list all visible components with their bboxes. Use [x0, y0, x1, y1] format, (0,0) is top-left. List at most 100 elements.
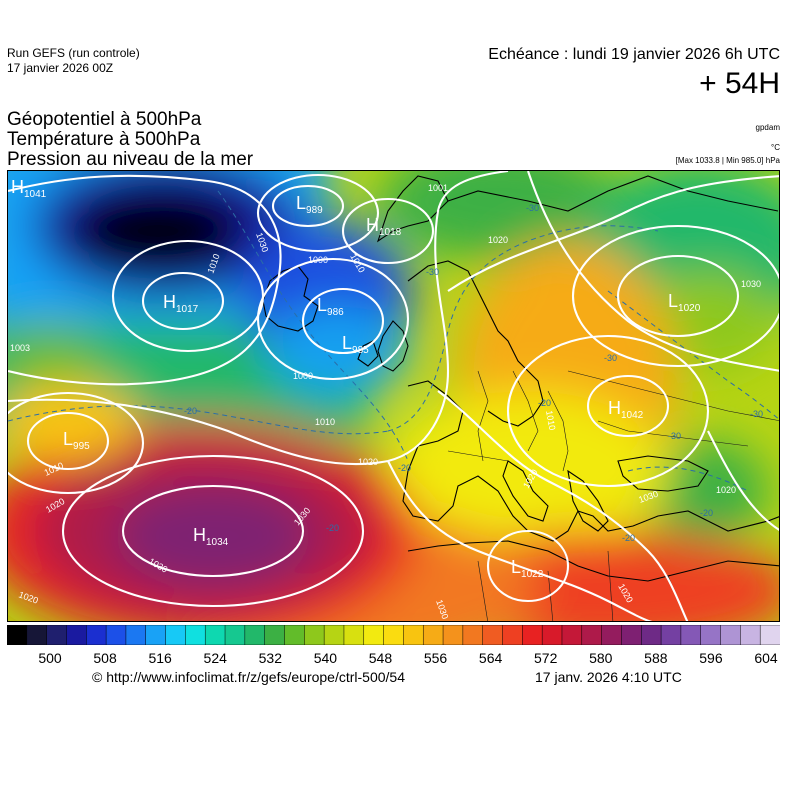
- color-scale-tick-label: 540: [313, 650, 338, 666]
- isotherm-label: -30: [426, 267, 439, 277]
- color-scale-tick-label: 556: [423, 650, 448, 666]
- coastlines: [262, 175, 779, 582]
- pressure-centers: H1041 L989 H1018 H1017 L986 L985 L1020 H…: [11, 177, 701, 580]
- color-scale-swatch: [601, 624, 623, 646]
- color-scale-swatch: [502, 624, 524, 646]
- color-scale-swatch: [561, 624, 583, 646]
- color-scale-swatch: [759, 624, 781, 646]
- svg-text:L1022: L1022: [511, 557, 544, 580]
- pressure-center-value: 1020: [678, 303, 701, 314]
- pressure-center-type: H: [193, 525, 206, 545]
- color-scale-tick-label: 580: [589, 650, 613, 666]
- pressure-center-value: 1041: [24, 189, 47, 200]
- run-label: Run GEFS (run controle): [7, 46, 140, 60]
- color-scale-swatch: [125, 624, 147, 646]
- svg-text:H1041: H1041: [11, 177, 47, 200]
- pressure-center-type: H: [366, 215, 379, 235]
- color-scale-tick-label: 516: [148, 650, 172, 666]
- isobar-label: 1020: [716, 485, 736, 495]
- pressure-center-type: H: [608, 398, 621, 418]
- isobar-label: 1020: [358, 457, 378, 467]
- weather-map[interactable]: H1041 L989 H1018 H1017 L986 L985 L1020 H…: [7, 170, 780, 622]
- color-scale-tick-label: 500: [38, 650, 62, 666]
- color-scale-swatch: [323, 624, 345, 646]
- black-sea-coast: [617, 455, 709, 492]
- isotherm-label: -20: [622, 533, 635, 543]
- color-scale-swatch: [224, 624, 246, 646]
- pressure-center-value: 1018: [379, 227, 402, 238]
- isotherm-label: -30: [604, 353, 617, 363]
- color-scale-tick-label: 532: [258, 650, 282, 666]
- color-scale-swatch: [541, 624, 563, 646]
- color-scale-swatch: [363, 624, 385, 646]
- color-scale-swatch: [165, 624, 187, 646]
- isotherm-label: -20: [538, 398, 551, 408]
- pressure-center-type: L: [342, 333, 352, 353]
- field-temperature-label: Température à 500hPa: [7, 129, 201, 150]
- norway-coast-north: [376, 175, 449, 243]
- isotherm-label: -20: [184, 406, 197, 416]
- isotherm-label: -30: [526, 203, 539, 213]
- geopotential-field: [8, 171, 779, 621]
- svg-text:H1017: H1017: [163, 292, 199, 315]
- unit-gpdam: gpdam: [755, 123, 780, 132]
- color-scale-swatch: [462, 624, 484, 646]
- color-scale-swatch: [482, 624, 504, 646]
- color-scale-swatch: [442, 624, 464, 646]
- color-scale-svg: [6, 624, 781, 646]
- pressure-center-value: 995: [73, 441, 90, 452]
- pressure-center-type: L: [317, 295, 327, 315]
- isotherm-labels: -30 -30 -20 -20 -30 -30 -20 -30 -20 -20 …: [184, 203, 763, 543]
- color-scale-swatch: [66, 624, 88, 646]
- color-scale-swatch: [740, 624, 761, 646]
- pressure-center-type: H: [11, 177, 24, 197]
- isobar-label: 1000: [308, 255, 328, 265]
- pressure-center-value: 1042: [621, 410, 644, 421]
- color-scale-swatch: [46, 624, 68, 646]
- unit-celsius: °C: [771, 143, 780, 152]
- isotherm-label: -30: [750, 409, 763, 419]
- color-scale-tick-label: 604: [754, 650, 778, 666]
- color-scale-bar: [6, 624, 781, 646]
- color-scale-swatch: [422, 624, 444, 646]
- scandinavia-coast: [407, 260, 544, 427]
- pressure-center-value: 1017: [176, 304, 199, 315]
- isobars: [8, 171, 779, 621]
- color-scale-swatch: [680, 624, 702, 646]
- pressure-center-value: 989: [306, 205, 323, 216]
- svg-text:L995: L995: [63, 429, 90, 452]
- color-scale-tick-label: 524: [203, 650, 227, 666]
- pressure-center-type: L: [511, 557, 521, 577]
- mainland-europe-coast: [402, 380, 779, 542]
- color-scale-swatch: [641, 624, 662, 646]
- isobar-label: 1003: [10, 343, 30, 353]
- svg-text:H1042: H1042: [608, 398, 644, 421]
- weather-map-svg: H1041 L989 H1018 H1017 L986 L985 L1020 H…: [8, 171, 779, 621]
- field-geopotential-label: Géopotentiel à 500hPa: [7, 109, 202, 130]
- generation-timestamp: 17 janv. 2026 4:10 UTC: [535, 669, 682, 685]
- pressure-center-type: L: [668, 291, 678, 311]
- color-scale-swatch: [720, 624, 742, 646]
- isobar-label: 1001: [428, 183, 448, 193]
- color-scale-swatch: [343, 624, 365, 646]
- pressure-center-type: H: [163, 292, 176, 312]
- svg-text:L985: L985: [342, 333, 369, 356]
- isobar-label: 1010: [544, 410, 557, 431]
- color-scale-tick-label: 564: [478, 650, 503, 666]
- color-scale-tick-label: 588: [644, 650, 668, 666]
- color-scale-swatch: [185, 624, 206, 646]
- pressure-center-value: 986: [327, 307, 344, 318]
- color-scale-swatch: [145, 624, 167, 646]
- color-scale-swatch: [264, 624, 286, 646]
- color-scale-swatch: [86, 624, 107, 646]
- color-scale-swatch: [621, 624, 643, 646]
- pressure-center-type: L: [63, 429, 73, 449]
- isotherm-label: -20: [398, 463, 411, 473]
- north-africa-coast: [407, 540, 779, 582]
- field-pressure-label: Pression au niveau de la mer: [7, 149, 254, 170]
- svg-text:L989: L989: [296, 193, 323, 216]
- ireland-coast: [357, 340, 379, 367]
- color-scale-tick-label: 572: [534, 650, 558, 666]
- color-scale-swatch: [204, 624, 226, 646]
- color-scale-swatch: [105, 624, 127, 646]
